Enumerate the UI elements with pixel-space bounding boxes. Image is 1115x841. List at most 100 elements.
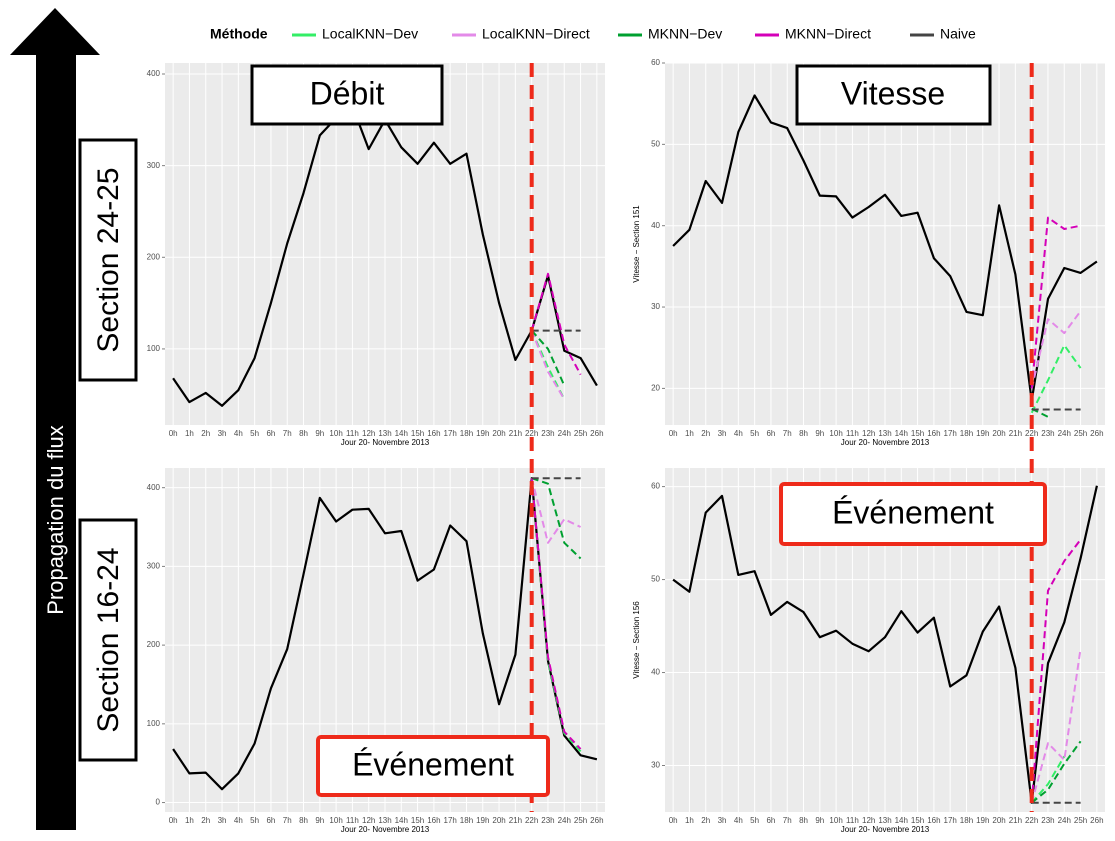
series-line bbox=[172, 477, 598, 791]
x-tick-label: 7h bbox=[783, 429, 792, 438]
x-tick-label: 1h bbox=[685, 816, 694, 825]
x-tick-label: 0h bbox=[669, 816, 678, 825]
x-axis-title: Jour 20- Novembre 2013 bbox=[841, 438, 930, 447]
legend-title: Méthode bbox=[210, 26, 268, 42]
series-line bbox=[530, 329, 566, 387]
x-tick-label: 25h bbox=[574, 816, 587, 825]
x-tick-label: 25h bbox=[1074, 816, 1087, 825]
legend-label: LocalKNN−Dev bbox=[322, 26, 418, 42]
x-tick-label: 22h bbox=[1025, 816, 1038, 825]
section-box bbox=[78, 518, 138, 762]
y-tick-label: 30 bbox=[651, 302, 660, 311]
x-tick-label: 13h bbox=[878, 816, 891, 825]
x-tick-label: 12h bbox=[862, 429, 875, 438]
x-tick-label: 20h bbox=[492, 816, 505, 825]
x-tick-label: 4h bbox=[234, 816, 243, 825]
x-tick-label: 9h bbox=[315, 429, 324, 438]
x-tick-label: 24h bbox=[558, 429, 571, 438]
x-tick-label: 2h bbox=[201, 816, 210, 825]
x-tick-label: 23h bbox=[541, 429, 554, 438]
series-line bbox=[672, 94, 1098, 402]
x-tick-label: 15h bbox=[911, 429, 924, 438]
section-label: Section 16-24 bbox=[92, 547, 125, 732]
x-tick-label: 5h bbox=[750, 429, 759, 438]
x-tick-label: 22h bbox=[1025, 429, 1038, 438]
y-axis-title: Vitesse − Section 156 bbox=[632, 601, 641, 679]
x-tick-label: 10h bbox=[829, 429, 842, 438]
x-tick-label: 18h bbox=[460, 429, 473, 438]
series-line bbox=[1031, 740, 1082, 804]
chart-title: Débit bbox=[310, 75, 385, 111]
x-tick-label: 4h bbox=[234, 429, 243, 438]
x-tick-label: 3h bbox=[718, 816, 727, 825]
x-tick-label: 7h bbox=[283, 816, 292, 825]
y-tick-label: 50 bbox=[651, 575, 660, 584]
x-tick-label: 24h bbox=[558, 816, 571, 825]
x-tick-label: 11h bbox=[346, 429, 359, 438]
series-line bbox=[1030, 755, 1066, 804]
legend-label: MKNN−Dev bbox=[648, 26, 722, 42]
x-tick-label: 1h bbox=[685, 429, 694, 438]
x-tick-label: 0h bbox=[169, 816, 178, 825]
x-tick-label: 17h bbox=[444, 816, 457, 825]
x-tick-label: 15h bbox=[411, 429, 424, 438]
arrow-label: Propagation du flux bbox=[43, 425, 68, 615]
legend-label: LocalKNN−Direct bbox=[482, 26, 590, 42]
x-tick-label: 19h bbox=[476, 816, 489, 825]
series-line bbox=[530, 330, 566, 400]
x-tick-label: 20h bbox=[992, 816, 1005, 825]
x-tick-label: 3h bbox=[218, 429, 227, 438]
x-tick-label: 9h bbox=[315, 816, 324, 825]
x-tick-label: 3h bbox=[718, 429, 727, 438]
y-tick-label: 20 bbox=[651, 384, 660, 393]
x-tick-label: 11h bbox=[846, 816, 859, 825]
x-tick-label: 9h bbox=[815, 816, 824, 825]
x-tick-label: 13h bbox=[378, 816, 391, 825]
x-tick-label: 7h bbox=[783, 816, 792, 825]
x-tick-label: 22h bbox=[525, 429, 538, 438]
x-tick-label: 20h bbox=[492, 429, 505, 438]
y-tick-label: 300 bbox=[147, 161, 161, 170]
x-tick-label: 1h bbox=[185, 429, 194, 438]
x-tick-label: 16h bbox=[427, 816, 440, 825]
x-tick-label: 26h bbox=[590, 429, 603, 438]
legend-label: MKNN−Direct bbox=[785, 26, 871, 42]
y-tick-label: 100 bbox=[147, 344, 161, 353]
series-line bbox=[530, 478, 582, 750]
x-tick-label: 8h bbox=[799, 429, 808, 438]
y-tick-label: 60 bbox=[651, 482, 660, 491]
x-tick-label: 12h bbox=[862, 816, 875, 825]
x-tick-label: 26h bbox=[1090, 429, 1103, 438]
x-tick-label: 3h bbox=[218, 816, 227, 825]
x-tick-label: 2h bbox=[701, 429, 710, 438]
x-tick-label: 1h bbox=[185, 816, 194, 825]
x-tick-label: 25h bbox=[574, 429, 587, 438]
x-tick-label: 6h bbox=[266, 429, 275, 438]
event-label: Événement bbox=[832, 494, 994, 530]
x-tick-label: 10h bbox=[829, 816, 842, 825]
chart-title: Vitesse bbox=[841, 75, 945, 111]
title-box bbox=[250, 64, 444, 126]
x-tick-label: 17h bbox=[944, 816, 957, 825]
x-tick-label: 13h bbox=[878, 429, 891, 438]
title-box bbox=[795, 64, 992, 126]
x-tick-label: 6h bbox=[766, 816, 775, 825]
x-tick-label: 24h bbox=[1058, 816, 1071, 825]
series-line bbox=[1030, 310, 1082, 389]
x-tick-label: 10h bbox=[329, 816, 342, 825]
y-tick-label: 40 bbox=[651, 221, 660, 230]
x-tick-label: 2h bbox=[201, 429, 210, 438]
x-tick-label: 5h bbox=[250, 816, 259, 825]
x-tick-label: 19h bbox=[976, 429, 989, 438]
x-tick-label: 23h bbox=[1041, 429, 1054, 438]
y-tick-label: 200 bbox=[147, 640, 161, 649]
x-tick-label: 24h bbox=[1058, 429, 1071, 438]
section-box bbox=[78, 138, 138, 382]
y-tick-label: 400 bbox=[147, 483, 161, 492]
x-tick-label: 22h bbox=[525, 816, 538, 825]
x-tick-label: 4h bbox=[734, 816, 743, 825]
y-tick-label: 60 bbox=[651, 58, 660, 67]
x-tick-label: 21h bbox=[509, 816, 522, 825]
x-tick-label: 2h bbox=[701, 816, 710, 825]
x-tick-label: 20h bbox=[992, 429, 1005, 438]
